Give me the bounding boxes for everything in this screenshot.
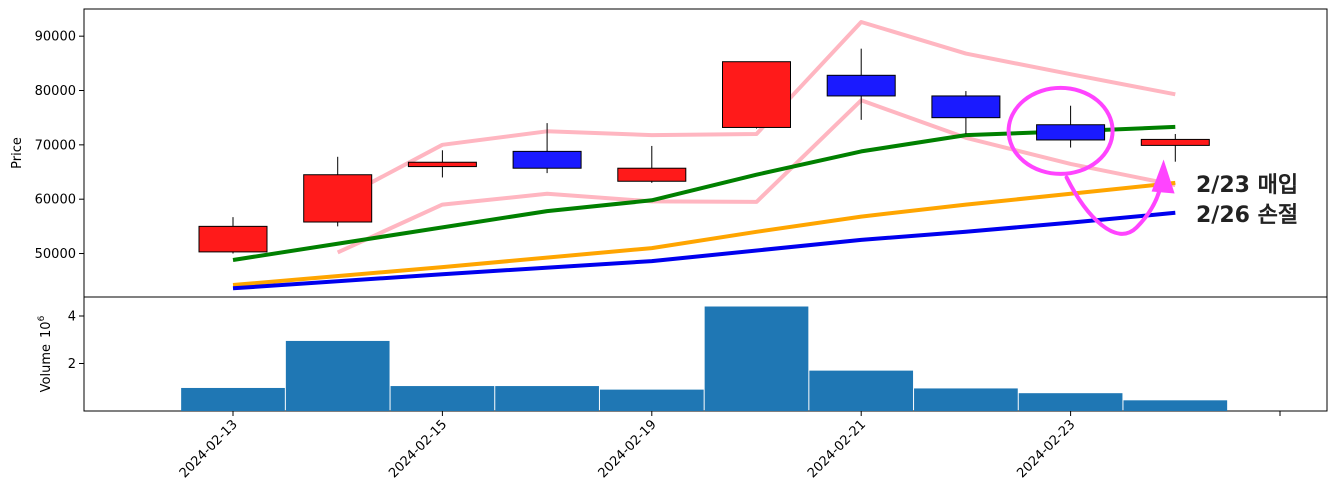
volume-y-ticks: 24 [68,310,84,372]
candle-body [931,95,1001,119]
price-series-line-4 [232,210,1176,291]
x-tick-label: 2024-02-23 [1014,417,1078,481]
price-candles [198,48,1210,254]
volume-bar [809,370,914,411]
annotation-text-1: 2/26 손절 [1196,203,1298,228]
price-series-line-1 [336,98,1176,255]
volume-unit-base: 10 [39,321,54,338]
volume-bar [285,340,390,411]
volume-bar [704,306,809,411]
price-y-ticks: 50000 60000 70000 80000 90000 [35,30,84,262]
candle-body [198,225,268,253]
volume-bar [914,388,1018,411]
volume-label-text: Volume [39,344,54,392]
price-series-line-3 [232,180,1176,287]
price-y-tick-label: 90000 [35,30,76,45]
price-annotations: 2/23 매입 2/26 손절 [1006,85,1298,236]
x-tick-label: 2024-02-21 [805,417,869,481]
candle-body [303,174,373,223]
volume-y-tick-label: 4 [68,310,76,325]
volume-bar [495,386,599,411]
price-y-axis-label: Price [10,137,25,169]
volume-bars [181,306,1228,411]
price-series-line-0 [336,20,1176,203]
volume-bar [599,389,704,411]
volume-unit-power: 6 [37,315,47,321]
annotation-arrow-line [1064,171,1165,236]
volume-bar [1123,400,1228,411]
price-panel: 50000 60000 70000 80000 90000 2/23 매입 2/26 손절… [10,8,1328,298]
candle-body [407,161,477,168]
candle-body [722,61,791,128]
volume-x-ticks: 2024-02-13 2024-02-15 2024-02-19 2024-02-21… [177,411,1281,481]
x-tick-label: 2024-02-15 [386,417,450,481]
price-moving-average-lines [232,20,1176,291]
x-tick-label: 2024-02-13 [177,417,241,481]
volume-y-tick-label: 2 [68,357,76,372]
price-y-tick-label: 70000 [35,138,76,153]
candle-body [1140,138,1210,146]
candle-body [1036,124,1106,141]
candle-body [512,150,582,169]
x-tick-label: 2024-02-19 [596,417,660,481]
purchase-circle-mark [1006,85,1115,176]
price-y-tick-label: 80000 [35,84,76,99]
volume-bar [390,386,495,411]
annotation-text-0: 2/23 매입 [1196,173,1298,198]
candle-body [826,74,896,97]
volume-panel: 24 2024-02-13 2024-02-15 2024-02-19 2024-02… [37,296,1328,481]
candle-body [617,167,687,182]
volume-bar [181,387,285,411]
price-y-tick-label: 50000 [35,247,76,262]
price-y-tick-label: 60000 [35,193,76,208]
volume-y-axis-label: Volume 106 [37,315,54,392]
volume-bar [1018,393,1123,411]
annotation-arrow-head [1151,159,1175,194]
